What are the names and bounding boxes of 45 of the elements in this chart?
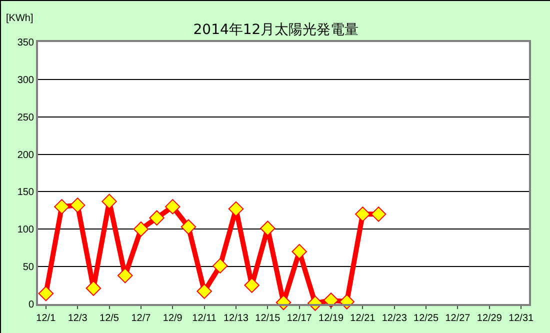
x-tick-label: 12/13 xyxy=(223,313,249,324)
x-tick-label: 12/5 xyxy=(100,313,120,324)
point xyxy=(38,286,54,302)
y-tick-label: 150 xyxy=(17,187,34,198)
point xyxy=(54,199,70,214)
x-tick-label: 12/7 xyxy=(131,313,152,324)
point xyxy=(370,206,386,222)
point xyxy=(164,199,180,214)
y-tick-label: 200 xyxy=(17,150,34,161)
y-axis-title: [KWh] xyxy=(6,13,34,24)
point xyxy=(196,284,212,299)
chart-title: 2014年12月太陽光発電量 xyxy=(193,22,359,38)
point xyxy=(292,244,307,260)
x-tick-label: 12/15 xyxy=(255,313,281,324)
point xyxy=(355,206,370,222)
x-tick-label: 12/17 xyxy=(286,313,312,324)
y-tick-label: 0 xyxy=(28,300,34,310)
point xyxy=(133,221,149,237)
x-tick-label: 12/23 xyxy=(382,313,408,324)
x-tick-label: 12/25 xyxy=(414,313,439,324)
point xyxy=(70,198,86,213)
point xyxy=(228,201,244,217)
y-tick-label: 50 xyxy=(22,262,34,274)
point xyxy=(149,210,164,226)
point xyxy=(212,258,228,274)
y-tick-label: 100 xyxy=(17,224,34,236)
y-tick-label: 300 xyxy=(17,74,34,86)
y-tick-label: 250 xyxy=(17,112,34,124)
x-tick-label: 12/11 xyxy=(192,313,217,324)
point xyxy=(244,278,260,293)
point xyxy=(323,292,339,308)
x-tick-label: 12/27 xyxy=(445,313,471,324)
point xyxy=(180,219,196,235)
x-tick-label: 12/1 xyxy=(36,313,56,324)
point xyxy=(102,194,117,210)
point xyxy=(86,280,102,296)
x-tick-label: 12/21 xyxy=(350,313,376,324)
x-tick-label: 12/19 xyxy=(318,313,344,324)
x-tick-label: 12/31 xyxy=(508,313,534,324)
point xyxy=(260,220,276,236)
x-tick-label: 12/3 xyxy=(68,313,88,324)
y-tick-label: 350 xyxy=(17,38,34,48)
point xyxy=(117,268,133,284)
x-tick-label: 12/29 xyxy=(476,313,502,324)
x-tick-label: 12/9 xyxy=(162,313,183,324)
